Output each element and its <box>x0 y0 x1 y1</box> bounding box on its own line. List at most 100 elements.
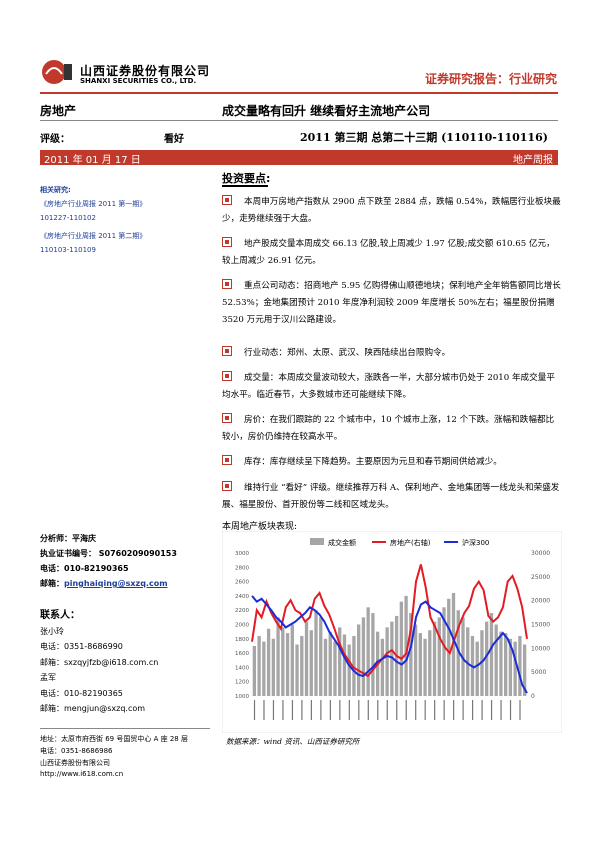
x-tick-mark <box>310 700 312 720</box>
bullet-icon <box>222 195 232 205</box>
volume-bar <box>442 607 446 696</box>
bullet-icon <box>222 413 232 423</box>
y-right-tick: 5000 <box>531 669 546 676</box>
report-type: 证券研究报告：行业研究 <box>424 72 557 86</box>
x-tick-mark <box>443 700 445 720</box>
legend-realestate: 房地产(右轴) <box>390 538 431 547</box>
volume-bar <box>338 627 342 696</box>
y-left-tick: 2600 <box>235 580 249 586</box>
x-tick-mark <box>519 700 521 720</box>
headline: 成交量略有回升 继续看好主流地产公司 <box>222 104 431 118</box>
volume-bar <box>494 624 498 696</box>
volume-bar <box>276 617 280 696</box>
y-left-tick: 1400 <box>235 665 249 671</box>
y-left-tick: 1000 <box>235 694 249 700</box>
bullet-icon <box>222 237 232 247</box>
x-tick-mark <box>462 700 464 720</box>
bullet-text: 成交量：本周成交量波动较大，涨跌各一半，大部分城市仍处于 2010 年成交量平均… <box>222 373 555 400</box>
bullet-icon <box>222 346 232 356</box>
volume-bar <box>357 624 361 696</box>
contact-email[interactable]: 邮箱：mengjun@sxzq.com <box>40 704 146 713</box>
y-right-tick: 30000 <box>531 550 550 557</box>
bullet-text: 行业动态：郑州、太原、武汉、陕西陆续出台限购令。 <box>244 348 451 358</box>
chart-source: 数据来源：wind 资讯、山西证券研究所 <box>226 737 360 746</box>
analyst-phone: 电话：010-82190365 <box>40 564 129 573</box>
y-left-tick: 1600 <box>235 651 249 657</box>
x-tick-mark <box>291 700 294 720</box>
related-item-date: 110103-110109 <box>40 246 96 254</box>
volume-bar <box>342 634 347 696</box>
volume-bar <box>466 627 470 696</box>
report-date: 2011 年 01 月 17 日 <box>44 155 141 166</box>
volume-bar <box>522 644 527 696</box>
x-tick-mark <box>472 700 474 720</box>
legend-volume-swatch <box>310 538 324 545</box>
bullet-icon <box>222 371 232 381</box>
volume-bar <box>390 621 394 696</box>
volume-bar <box>409 613 413 696</box>
x-tick-mark <box>377 700 379 720</box>
x-tick-mark <box>490 700 493 720</box>
related-item[interactable]: 《房地产行业周报 2011 第一期》 <box>40 200 147 208</box>
volume-bar <box>290 624 294 696</box>
y-left-tick: 2000 <box>235 623 249 629</box>
volume-bar <box>380 638 385 696</box>
y-left-tick: 1200 <box>235 680 249 686</box>
volume-bar <box>404 595 408 696</box>
contact-email[interactable]: 邮箱：sxzqyjfzb@i618.com.cn <box>40 658 159 667</box>
x-tick-mark <box>367 700 369 720</box>
y-left-tick: 1800 <box>235 637 249 643</box>
bullet-item: 维持行业 “看好” 评级。继续推荐万科 A、保利地产、金地集团等一线龙头和荣盛发… <box>222 480 562 514</box>
x-tick-mark <box>329 700 331 720</box>
volume-bar <box>262 641 266 696</box>
company-name-en: SHANXI SECURITIES CO., LTD. <box>80 77 197 85</box>
volume-bar <box>361 617 366 696</box>
section-underline <box>222 185 268 187</box>
report-kind: 地产周报 <box>513 155 553 166</box>
bullet-text: 重点公司动态：招商地产 5.95 亿购得佛山顺德地块；保利地产全年销售额同比增长… <box>222 281 561 325</box>
bullet-item: 地产股成交量本周成交 66.13 亿股,较上周减少 1.97 亿股;成交额 61… <box>222 236 562 270</box>
volume-bar <box>319 617 323 696</box>
x-tick-mark <box>263 700 265 720</box>
footer-company: 山西证券股份有限公司 <box>40 759 110 767</box>
x-tick-mark <box>301 700 303 720</box>
x-tick-mark <box>453 700 455 720</box>
footer-url[interactable]: http://www.i618.com.cn <box>40 770 124 778</box>
volume-bar <box>399 601 404 696</box>
sector-label: 房地产 <box>40 104 77 118</box>
analyst-cert: 执业证书编号： S0760209090153 <box>40 549 177 558</box>
issue-number: 2011 第三期 总第二十三期 (110110-110116) <box>300 131 548 144</box>
volume-bar <box>485 621 489 696</box>
contact-phone: 电话：0351-8686990 <box>40 642 123 651</box>
footer-divider <box>40 728 210 729</box>
bullet-item: 库存：库存继续呈下降趋势。主要原因为元旦和春节期间供给减少。 <box>222 454 562 471</box>
volume-bar <box>281 627 285 696</box>
x-tick-mark <box>339 700 341 720</box>
rating-value: 看好 <box>164 134 184 145</box>
analyst-email-link[interactable]: pinghaiqing@sxzq.com <box>64 579 168 588</box>
volume-bar <box>513 641 517 696</box>
volume-bar <box>309 630 313 696</box>
x-tick-mark <box>320 700 322 720</box>
company-name-cn: 山西证券股份有限公司 <box>80 64 211 78</box>
x-tick-mark <box>386 700 388 720</box>
x-tick-mark <box>434 700 436 720</box>
bullet-text: 维持行业 “看好” 评级。继续推荐万科 A、保利地产、金地集团等一线龙头和荣盛发… <box>222 483 560 510</box>
related-title: 相关研究: <box>40 186 71 194</box>
y-left-tick: 2400 <box>235 594 249 600</box>
related-item[interactable]: 《房地产行业周报 2011 第二期》 <box>40 232 147 240</box>
y-right-tick: 0 <box>531 693 535 700</box>
legend-hs300: 沪深300 <box>462 538 489 547</box>
y-right-tick: 25000 <box>531 574 550 581</box>
x-tick-mark <box>405 700 407 720</box>
volume-bar <box>447 598 451 696</box>
x-tick-mark <box>272 700 275 720</box>
volume-bar <box>285 633 290 696</box>
volume-bar <box>437 617 441 696</box>
legend-volume: 成交金额 <box>328 538 356 547</box>
volume-bar <box>257 635 261 696</box>
bullet-item: 行业动态：郑州、太原、武汉、陕西陆续出台限购令。 <box>222 345 562 362</box>
date-bar <box>40 150 558 165</box>
volume-bar <box>418 633 422 696</box>
title-divider <box>40 120 558 121</box>
